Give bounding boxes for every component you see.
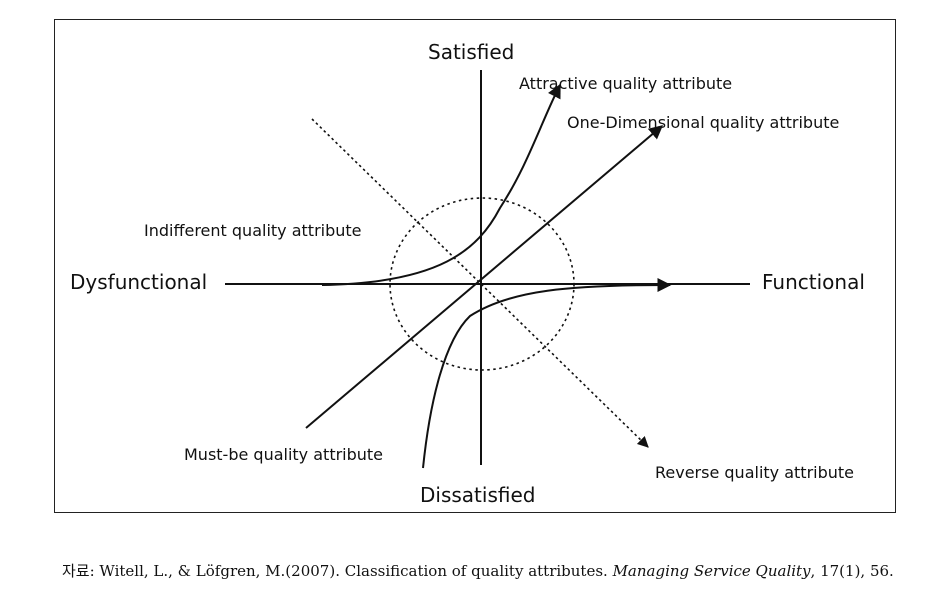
one-dimensional-line — [305, 125, 664, 429]
dysfunctional-label: Dysfunctional — [70, 270, 208, 294]
indifferent-attribute-label: Indifferent quality attribute — [144, 221, 362, 240]
dissatisfied-label: Dissatisfied — [420, 483, 536, 507]
satisfied-label: Satisfied — [428, 40, 515, 64]
one-dimensional-attribute-label: One-Dimensional quality attribute — [567, 113, 840, 132]
functional-label: Functional — [762, 270, 865, 294]
caption-prefix: 자료: Witell, L., & Löfgren, M.(2007). Cla… — [62, 562, 613, 580]
reverse-attribute-label: Reverse quality attribute — [655, 463, 855, 482]
attractive-attribute-label: Attractive quality attribute — [519, 74, 733, 93]
caption-journal: Managing Service Quality — [612, 562, 811, 580]
source-caption: 자료: Witell, L., & Löfgren, M.(2007). Cla… — [62, 560, 894, 581]
diagram-frame — [54, 19, 896, 513]
attractive-curve — [321, 83, 561, 286]
reverse-line — [311, 118, 649, 448]
caption-suffix: , 17(1), 56. — [810, 562, 894, 580]
must-be-curve — [422, 278, 672, 469]
must-be-attribute-label: Must-be quality attribute — [184, 445, 384, 464]
